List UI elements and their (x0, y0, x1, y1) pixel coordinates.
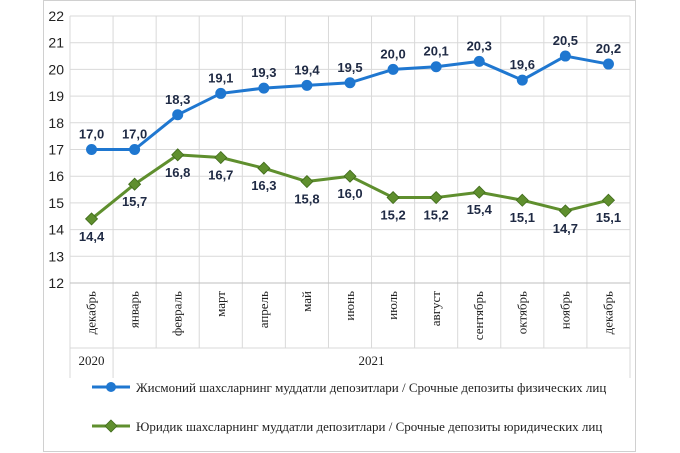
data-label: 16,0 (337, 186, 362, 201)
chart-frame (43, 0, 636, 452)
data-labels: 17,0 17,0 18,3 19,1 19,3 19,4 19,5 20,0 20,1 20,3… (79, 33, 621, 244)
data-label: 20,2 (596, 41, 621, 56)
y-axis-ticks: 12 13 14 15 16 17 18 19 20 21 22 (48, 8, 64, 291)
series (84, 50, 616, 226)
data-label: 17,0 (122, 127, 147, 142)
x-tick-label: сентябрь (471, 291, 486, 340)
x-tick-label: апрель (256, 291, 271, 328)
data-label: 16,7 (208, 168, 233, 183)
data-label: 19,3 (251, 65, 276, 80)
y-tick-label: 15 (48, 195, 64, 211)
data-point (214, 150, 228, 165)
x-axis-ticks: декабрь январь февраль март апрель май июнь июл… (84, 291, 616, 341)
data-label: 19,1 (208, 70, 233, 85)
data-point (558, 204, 572, 218)
x-tick-label: май (299, 291, 314, 312)
data-point (430, 61, 442, 73)
data-label: 15,1 (510, 210, 535, 225)
legend-marker (104, 419, 118, 433)
year-labels: 2020 2021 (79, 353, 385, 368)
x-tick-label: декабрь (84, 291, 99, 334)
y-tick-label: 18 (48, 115, 64, 131)
data-label: 15,2 (423, 208, 448, 223)
data-label: 18,3 (165, 92, 190, 107)
y-tick-label: 17 (48, 142, 64, 158)
data-label: 14,4 (79, 229, 105, 244)
data-label: 20,3 (467, 38, 492, 53)
data-point (171, 148, 185, 162)
data-point (601, 193, 616, 207)
data-point (344, 77, 356, 89)
data-point (515, 193, 529, 207)
data-point (172, 109, 184, 121)
data-label: 19,6 (510, 57, 535, 72)
data-label: 19,5 (337, 60, 362, 75)
data-label: 15,8 (294, 192, 319, 207)
y-tick-label: 21 (48, 35, 64, 51)
data-label: 20,0 (380, 46, 405, 61)
data-point (257, 161, 271, 175)
x-tick-label: октябрь (514, 291, 529, 334)
data-point (602, 58, 614, 70)
data-label: 20,1 (423, 44, 448, 59)
x-tick-label: август (428, 291, 443, 327)
data-point (301, 79, 313, 91)
data-point (300, 174, 314, 189)
x-tick-label: июнь (342, 291, 357, 321)
data-point (128, 177, 142, 191)
data-label: 15,1 (596, 210, 621, 225)
x-tick-label: ноябрь (557, 291, 572, 329)
data-point (86, 144, 98, 155)
data-label: 15,7 (122, 194, 147, 209)
data-label: 17,0 (79, 127, 104, 142)
data-point (516, 74, 528, 86)
y-tick-label: 13 (48, 248, 64, 264)
data-label: 15,4 (467, 202, 493, 217)
y-tick-label: 19 (48, 88, 64, 104)
data-point (386, 190, 400, 205)
legend-label: Юридик шахсларнинг муддатли депозитлари … (136, 419, 602, 434)
data-point (343, 169, 357, 183)
legend-marker (106, 382, 116, 392)
x-tick-label: июль (385, 291, 400, 320)
x-tick-label: февраль (170, 291, 185, 336)
data-label: 14,7 (553, 221, 578, 236)
data-label: 19,4 (294, 62, 320, 77)
y-tick-label: 20 (48, 61, 64, 77)
data-point (472, 185, 486, 199)
legend-label: Жисмоний шахсларнинг муддатли депозитлар… (136, 380, 606, 395)
y-tick-label: 22 (48, 8, 64, 24)
year-label: 2021 (359, 353, 385, 368)
data-label: 15,2 (380, 208, 405, 223)
data-point (258, 82, 270, 94)
data-point (84, 212, 99, 226)
y-tick-label: 12 (48, 275, 64, 291)
data-point (215, 87, 227, 99)
data-point (387, 63, 399, 75)
y-tick-label: 16 (48, 168, 64, 184)
data-label: 16,3 (251, 178, 276, 193)
data-point (473, 55, 485, 67)
x-tick-label: декабрь (600, 291, 615, 334)
data-label: 16,8 (165, 165, 190, 180)
data-point (429, 190, 443, 205)
x-tick-label: январь (127, 291, 142, 328)
data-point (129, 144, 141, 155)
x-tick-label: март (213, 291, 228, 317)
data-point (559, 50, 571, 62)
data-label: 20,5 (553, 33, 578, 48)
legend: Жисмоний шахсларнинг муддатли депозитлар… (92, 380, 606, 434)
year-label: 2020 (79, 353, 105, 368)
y-tick-label: 14 (48, 222, 64, 238)
